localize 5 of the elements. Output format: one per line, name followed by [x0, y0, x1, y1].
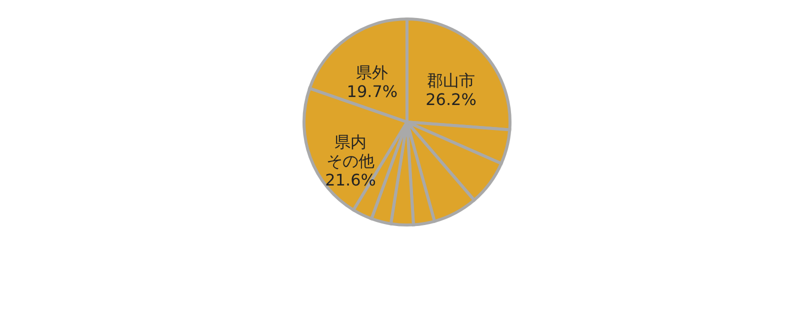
slice-label: 県外 [356, 63, 388, 82]
data-label: 19.7% [346, 82, 398, 102]
slice-label: 郡山市 [426, 71, 475, 90]
slice-label: 県内その他 [326, 132, 375, 170]
data-label: 26.2% [426, 90, 476, 110]
